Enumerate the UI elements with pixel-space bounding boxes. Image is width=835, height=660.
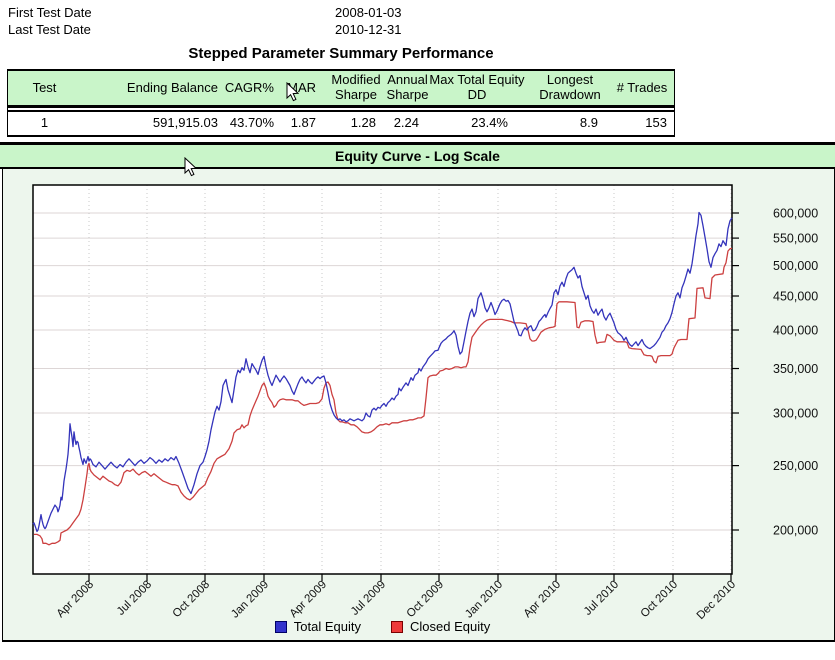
legend-item-closed-equity: Closed Equity <box>390 619 491 634</box>
svg-text:600,000: 600,000 <box>773 207 818 221</box>
first-test-date-value: 2008-01-03 <box>335 5 402 20</box>
svg-text:Oct 2009: Oct 2009 <box>405 579 446 620</box>
cell-cagr: 43.70% <box>229 115 274 131</box>
legend-label-closed-equity: Closed Equity <box>409 619 491 634</box>
col-header-longest-drawdown[interactable]: Longest Drawdown <box>539 72 601 102</box>
first-test-date-row: First Test Date 2008-01-03 <box>8 5 402 20</box>
cell-ending-balance: 591,915.03 <box>152 115 218 131</box>
cell-longest-drawdown: 8.9 <box>579 115 598 131</box>
legend-item-total-equity: Total Equity <box>274 619 361 634</box>
svg-text:Jan 2010: Jan 2010 <box>463 579 505 621</box>
svg-text:Dec 2010: Dec 2010 <box>695 579 738 622</box>
legend-label-total-equity: Total Equity <box>293 619 361 634</box>
svg-text:Apr 2008: Apr 2008 <box>55 579 96 620</box>
chart-legend: Total Equity Closed Equity <box>33 619 732 634</box>
svg-text:300,000: 300,000 <box>773 407 818 421</box>
svg-text:Oct 2008: Oct 2008 <box>171 579 212 620</box>
svg-text:Oct 2010: Oct 2010 <box>639 579 680 620</box>
col-header-ending-balance[interactable]: Ending Balance <box>126 79 218 95</box>
chart-title-bar: Equity Curve - Log Scale <box>0 142 835 169</box>
equity-curve-plot: 200,000 250,000 300,000 350,000 400,000 450,0… <box>32 184 818 622</box>
first-test-date-label: First Test Date <box>8 5 92 20</box>
chart-title: Equity Curve - Log Scale <box>335 148 500 164</box>
col-header-mar[interactable]: MAR <box>287 79 316 95</box>
col-header-cagr[interactable]: CAGR% <box>224 79 274 95</box>
col-header-num-trades[interactable]: # Trades <box>616 79 668 95</box>
cell-test: 1 <box>40 115 49 131</box>
svg-text:Jul 2009: Jul 2009 <box>349 579 388 618</box>
cell-mar: 1.87 <box>290 115 316 131</box>
series-total-equity <box>32 211 733 533</box>
svg-text:Jul 2008: Jul 2008 <box>115 579 154 618</box>
last-test-date-row: Last Test Date 2010-12-31 <box>8 22 402 37</box>
svg-text:550,000: 550,000 <box>773 232 818 246</box>
performance-summary-table: Test Ending Balance CAGR% MAR Modified S… <box>7 69 675 137</box>
col-header-max-equity-dd[interactable]: Max Total Equity DD <box>429 72 525 102</box>
last-test-date-value: 2010-12-31 <box>335 22 402 37</box>
svg-text:250,000: 250,000 <box>773 459 818 473</box>
svg-text:Jul 2010: Jul 2010 <box>582 579 621 618</box>
last-test-date-label: Last Test Date <box>8 22 91 37</box>
svg-text:200,000: 200,000 <box>773 523 818 537</box>
svg-text:400,000: 400,000 <box>773 323 818 337</box>
equity-curve-panel: 200,000 250,000 300,000 350,000 400,000 450,0… <box>2 169 835 642</box>
cell-modified-sharpe: 1.28 <box>350 115 376 131</box>
svg-text:350,000: 350,000 <box>773 362 818 376</box>
cell-num-trades: 153 <box>645 115 667 131</box>
series-closed-equity <box>34 247 733 546</box>
svg-text:450,000: 450,000 <box>773 290 818 304</box>
col-header-annual-sharpe[interactable]: Annual Sharpe <box>386 72 429 102</box>
header-divider <box>8 105 674 112</box>
closed-equity-swatch-icon <box>390 620 403 633</box>
col-header-modified-sharpe[interactable]: Modified Sharpe <box>331 72 381 102</box>
summary-title: Stepped Parameter Summary Performance <box>188 45 494 62</box>
cell-annual-sharpe: 2.24 <box>393 115 419 131</box>
table-header-row: Test Ending Balance CAGR% MAR Modified S… <box>8 71 674 105</box>
svg-text:Apr 2010: Apr 2010 <box>522 579 563 620</box>
svg-text:Jan 2009: Jan 2009 <box>229 579 271 621</box>
svg-text:Apr 2009: Apr 2009 <box>288 579 329 620</box>
total-equity-swatch-icon <box>274 620 287 633</box>
col-header-test[interactable]: Test <box>32 79 57 95</box>
svg-text:500,000: 500,000 <box>773 259 818 273</box>
cell-max-equity-dd: 23.4% <box>471 115 508 131</box>
table-row[interactable]: 1 591,915.03 43.70% 1.87 1.28 2.24 23.4%… <box>8 112 674 135</box>
